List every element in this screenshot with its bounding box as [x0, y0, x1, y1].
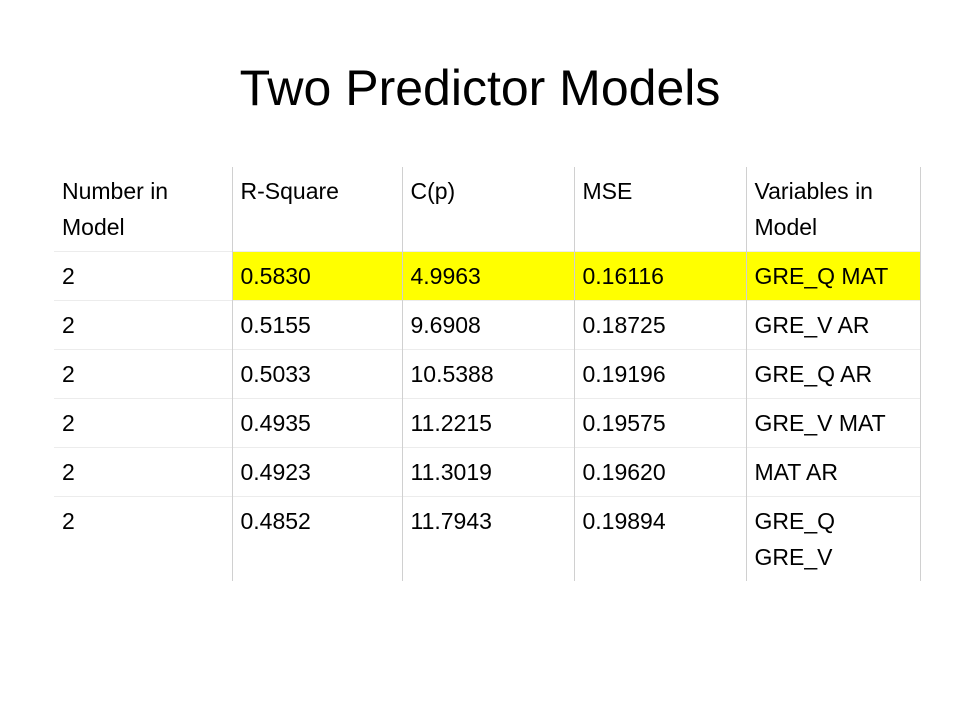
table-cell: 10.5388	[402, 349, 575, 399]
table-row: 2 0.5155 9.6908 0.18725 GRE_V AR	[54, 300, 921, 350]
table-cell: 11.2215	[402, 398, 575, 448]
table-cell: GRE_Q GRE_V	[746, 496, 921, 581]
slide-title: Two Predictor Models	[239, 60, 721, 116]
table-cell: 0.5033	[232, 349, 403, 399]
table-cell: 0.16116	[574, 251, 747, 301]
table-cell: 2	[54, 496, 233, 581]
table-row: 2 0.5033 10.5388 0.19196 GRE_Q AR	[54, 349, 921, 399]
table-row: 2 0.5830 4.9963 0.16116 GRE_Q MAT	[54, 251, 921, 301]
table-cell: 4.9963	[402, 251, 575, 301]
table-cell: 2	[54, 447, 233, 497]
table-cell: GRE_Q AR	[746, 349, 921, 399]
table-row: 2 0.4852 11.7943 0.19894 GRE_Q GRE_V	[54, 496, 921, 581]
header-cell: R-Square	[232, 167, 403, 252]
table-cell: 2	[54, 349, 233, 399]
table-cell: 0.5830	[232, 251, 403, 301]
table-cell: 11.7943	[402, 496, 575, 581]
table-cell: 9.6908	[402, 300, 575, 350]
table-cell: 2	[54, 398, 233, 448]
table-cell: 0.4852	[232, 496, 403, 581]
table-cell: 0.18725	[574, 300, 747, 350]
table-row: 2 0.4923 11.3019 0.19620 MAT AR	[54, 447, 921, 497]
table-body: Number in Model R-Square C(p) MSE Variables …	[54, 167, 921, 581]
table-cell: 2	[54, 251, 233, 301]
table-cell: 0.19575	[574, 398, 747, 448]
table-cell: 0.19196	[574, 349, 747, 399]
table-cell: 0.19620	[574, 447, 747, 497]
table-cell: 0.4923	[232, 447, 403, 497]
table-cell: 11.3019	[402, 447, 575, 497]
header-row: Number in Model R-Square C(p) MSE Variables …	[54, 167, 921, 252]
results-table: Number in Model R-Square C(p) MSE Variables …	[54, 167, 921, 581]
header-cell: Number in Model	[54, 167, 233, 252]
table-cell: 2	[54, 300, 233, 350]
table-cell: 0.5155	[232, 300, 403, 350]
table-row: 2 0.4935 11.2215 0.19575 GRE_V MAT	[54, 398, 921, 448]
table-cell: GRE_V MAT	[746, 398, 921, 448]
table-cell: GRE_V AR	[746, 300, 921, 350]
header-cell: Variables in Model	[746, 167, 921, 252]
table-cell: 0.19894	[574, 496, 747, 581]
header-cell: MSE	[574, 167, 747, 252]
table-cell: MAT AR	[746, 447, 921, 497]
header-cell: C(p)	[402, 167, 575, 252]
table-cell: 0.4935	[232, 398, 403, 448]
table-cell: GRE_Q MAT	[746, 251, 921, 301]
